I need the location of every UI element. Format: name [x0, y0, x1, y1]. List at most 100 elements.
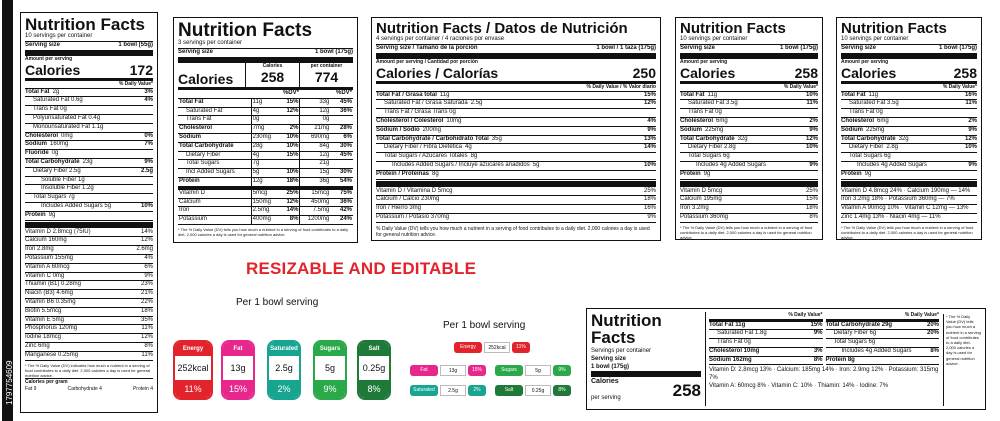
nutrient-label: Polyunsaturated Fat 0.4g — [33, 115, 103, 123]
nutrient-name: Total Sugars 6g — [849, 153, 891, 160]
calories-row: Calories / Calorías 250 — [376, 65, 656, 85]
pill-name: Sugars — [495, 365, 523, 376]
nutrient-name: Protein / Proteínas — [376, 170, 430, 177]
header-cell — [251, 90, 277, 98]
serving-size-label: Serving size — [591, 355, 627, 362]
vitamin-dv: 2.6mg — [136, 246, 153, 253]
vitamin-name: Vitamin D 2.8mcg (75IU) — [25, 228, 91, 235]
nutrient-cell: 14% — [286, 207, 299, 214]
nutrient-row: Total Fat 11g 10% — [680, 92, 818, 101]
vitamin-row: Vitamin D 2.8mcg (75IU) 14% — [25, 229, 153, 238]
nutrition-label-5: Nutrition Facts 10 servings per containe… — [836, 17, 982, 240]
nutrient-cell: 7mg — [250, 124, 278, 134]
nutrient-name: Total Sugars 6g — [688, 153, 730, 160]
nutrient-name: Total Sugars / Azúcares Totales — [384, 153, 468, 160]
nutrient-name: Includes Added Sugars 5g — [41, 202, 112, 209]
vitamin-list: Vitamin D 5mcg 25% Calcium 195mg 15% Iron 3.… — [680, 188, 818, 223]
nutrient-amount: 5g — [532, 161, 540, 168]
daily-value-header: % Daily Value* — [25, 81, 153, 89]
p6-middle: % Daily Value* Total Fat 11g 15% Saturated … — [705, 312, 939, 406]
nutrient-row: Total Sugars 6g — [825, 339, 939, 348]
badge-value: 5g — [324, 363, 335, 373]
vitamin-dv: 9% — [647, 213, 656, 220]
vitamin-row: Vitamin D / Vitamina D 5mcg 25% — [376, 188, 656, 197]
nutrient-label: Dietary Fiber 2.8g — [849, 144, 898, 152]
vitamin-list: Vitamin D 2.8mcg (75IU) 14% Calcium 160mg 1… — [25, 229, 153, 361]
vitamin-row: Vitamin B6 0.35mg 22% — [25, 299, 153, 308]
vitamin-name: Phosphorus 120mg — [25, 325, 78, 332]
nutrient-label: Saturated Fat / Grasa Saturada 2.5g — [384, 100, 482, 108]
nutrient-label: Saturated Fat 3.5g — [849, 100, 902, 108]
vitamin-name: Manganese 0.25mg — [25, 351, 79, 358]
pill-name: Saturated — [410, 385, 438, 396]
nutrient-list: Total Fat 11g 16% Saturated Fat 3.5g 11% Tran… — [841, 92, 977, 180]
nutrient-name: Dietary Fiber 2.5g — [33, 167, 81, 174]
nutrient-cell: 15% — [286, 98, 299, 105]
nutrient-cell: 36% — [339, 107, 352, 114]
headline: RESIZABLE AND EDITABLE — [246, 259, 477, 278]
nutrient-name: Insoluble Fiber 1.2g — [41, 185, 94, 192]
nutrient-amount: 8g — [470, 153, 478, 160]
vitamin-row: Potassium 360mg 8% — [680, 214, 818, 223]
table-row: Sodium 230mg 10% 690mg 6% — [178, 133, 353, 143]
nutrition-label-3: Nutrition Facts / Datos de Nutrición 4 s… — [371, 17, 661, 241]
nutrient-cell: 4g — [250, 151, 278, 160]
nutrient-label: Cholesterol / Colesterol 10mg — [376, 118, 461, 126]
nutrient-amount: 11g — [439, 91, 450, 98]
vitamin-text: Vitamin A 90mcg 10% · Vitamin C 12mg — 1… — [841, 205, 969, 212]
nutrient-amount: 32g — [737, 135, 748, 142]
nutrient-label: Total Fat / Grasa total 11g — [376, 92, 449, 100]
nutrient-cell: 54% — [339, 178, 352, 185]
nutrient-name: Includes Added Sugars / Incluye azúcares… — [392, 161, 530, 168]
nutrient-cell: 15% — [286, 151, 299, 158]
vitamin-line: Vitamin D: 2.8mcg 13% · Calcium: 185mg 1… — [709, 367, 939, 382]
nutrient-label: Protein 9g — [841, 171, 871, 179]
nutrient-label: Total Sugars / Azúcares Totales 8g — [384, 153, 477, 161]
nutrient-dv: 12% — [964, 135, 977, 142]
nutrient-label: Trans Fat 0g — [688, 109, 725, 117]
nutrient-name: Total Carbohydrate — [25, 158, 80, 165]
nutrient-cell: 12g — [299, 151, 331, 160]
table-row: Incl Added Sugars 5g 10% 15g 30% — [178, 168, 353, 178]
fop-badge-sugars: Sugars 5g 9% — [313, 340, 347, 400]
nutrient-cell: 84g — [299, 142, 331, 152]
nutrient-row: Dietary Fiber 6g 20% — [825, 330, 939, 340]
vitamin-dv: 14% — [140, 228, 153, 235]
nutrient-name: Saturated Fat — [186, 107, 223, 114]
nutrient-label: Total Carbohydrate 32g — [680, 136, 748, 144]
amount-per-serving: Amount per serving / Cantidad por porció… — [376, 58, 478, 65]
nutrient-dv: 8% — [930, 347, 939, 354]
nutrient-cell: 15mcg — [299, 187, 331, 199]
pill-value: 0.25g — [525, 385, 551, 396]
fop-badge-fat: Fat 13g 15% — [221, 340, 255, 400]
nutrient-label: Protein 9g — [680, 171, 710, 179]
nutrient-row: Total Fat 11g 15% — [709, 322, 823, 331]
nutrient-label: Includes 4g Added Sugars — [696, 162, 769, 170]
nutrient-name: Sodium — [841, 126, 863, 133]
vitamin-dv: 4% — [144, 254, 153, 261]
vitamin-name: Niacin (B3) 4.6mg — [25, 290, 74, 297]
nutrient-amount: 4g — [465, 144, 472, 151]
vitamin-name: Potassium / Potasio 370mg — [376, 213, 450, 220]
nutrient-row: Cholesterol / Colesterol 10mg 4% — [376, 118, 656, 127]
nutrient-name: Total Sugars — [186, 160, 220, 167]
nutrient-name: Cholesterol — [179, 125, 213, 132]
nutrient-row: Trans Fat 0g — [680, 109, 818, 118]
nutrient-dv: 16% — [964, 91, 977, 98]
nutrient-row: Monounsaturated Fat 1.1g — [25, 124, 153, 133]
nutrient-row: Total Carbohydrate 32g 12% — [841, 136, 977, 145]
nutrient-label: Total Carbohydrate 32g — [841, 136, 909, 144]
nutrient-label: Total Fat 2g — [25, 89, 59, 97]
nutrient-label: Fluoride 0g — [25, 150, 58, 158]
nutrient-name: Cholesterol — [680, 117, 714, 124]
badge-value: 0.25g — [362, 363, 386, 373]
nutrient-row: Total Carbohydrate 23g 9% — [25, 159, 153, 168]
badge-pct: 11% — [175, 380, 211, 398]
nutrient-cell: 400mg — [250, 215, 278, 225]
vitamin-dv: 8% — [809, 213, 818, 220]
footnote: % Daily Value (DV) tells you how much a … — [376, 225, 650, 239]
vitamin-dv: 18% — [805, 205, 818, 212]
nutrient-cell: 33g — [299, 98, 331, 108]
nutrient-amount: 200mg — [422, 126, 442, 133]
nutrient-row: Protein 8g — [825, 357, 939, 366]
